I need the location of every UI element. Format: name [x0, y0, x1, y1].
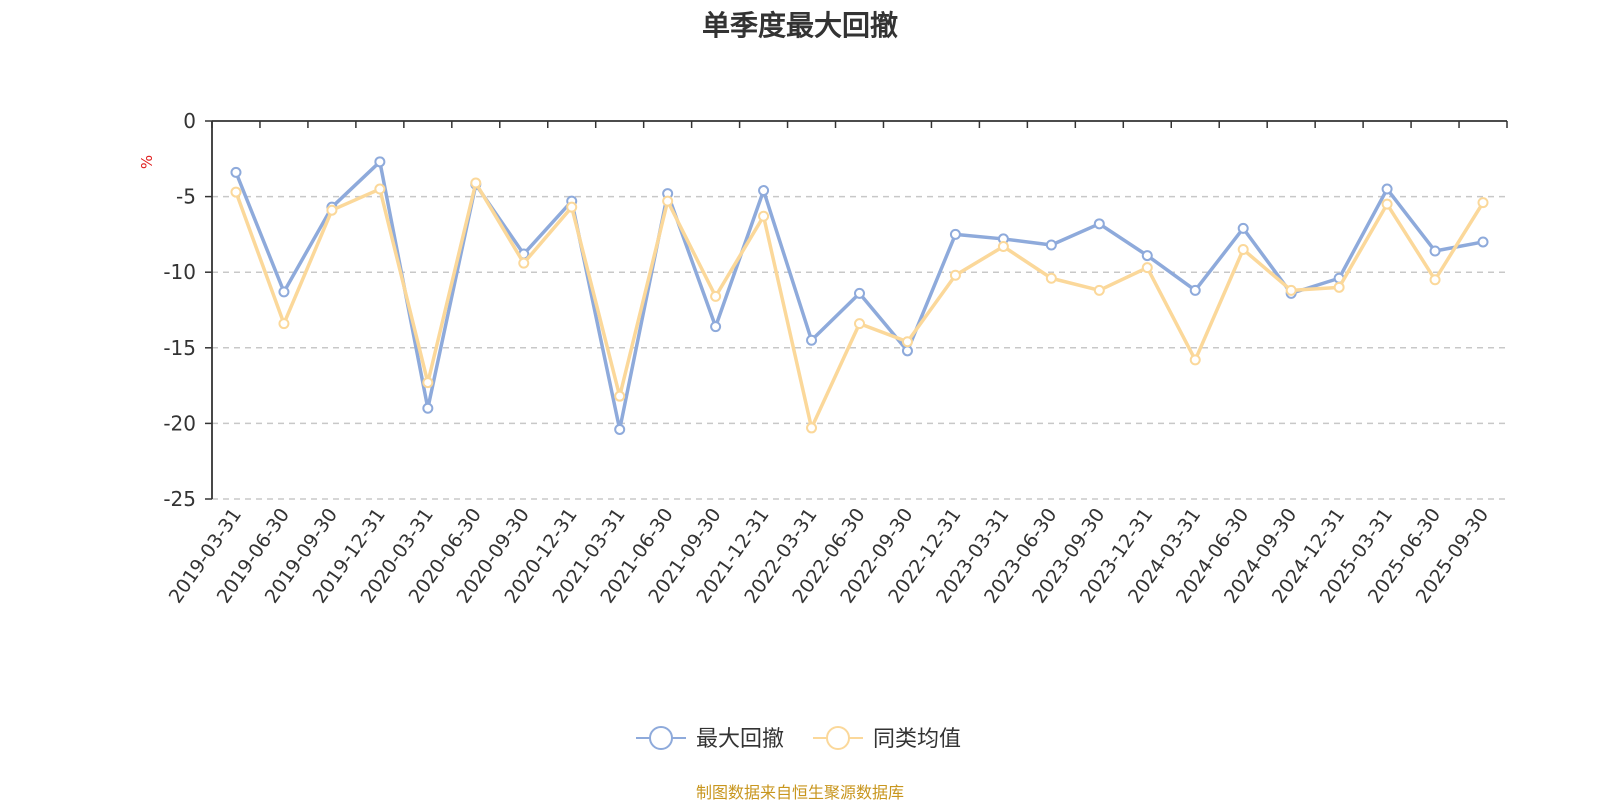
legend-item-1[interactable]: 同类均值	[813, 726, 961, 752]
legend: 最大回撤 同类均值	[636, 726, 961, 752]
data-point	[1189, 354, 1201, 366]
y-axis-unit-label: %	[138, 155, 156, 169]
data-point	[758, 210, 770, 222]
data-point	[1189, 284, 1201, 296]
data-point	[1477, 236, 1489, 248]
data-point	[422, 402, 434, 414]
data-point	[374, 183, 386, 195]
axes	[205, 120, 1508, 500]
source-note: 制图数据来自恒生聚源数据库	[695, 783, 904, 802]
data-point	[566, 201, 578, 213]
data-point	[1381, 183, 1393, 195]
data-point	[901, 336, 913, 348]
y-tick-labels: 0 -5 -10 -15 -20 -25	[163, 109, 196, 511]
y-tick-label: -5	[176, 185, 196, 209]
data-point	[806, 334, 818, 346]
y-tick-label: -20	[163, 411, 196, 435]
legend-label: 最大回撤	[696, 727, 784, 752]
data-point	[230, 166, 242, 178]
data-point	[710, 321, 722, 333]
data-point	[614, 390, 626, 402]
data-point	[1141, 262, 1153, 274]
grid-lines	[212, 195, 1507, 500]
data-point	[949, 228, 961, 240]
data-point	[901, 345, 913, 357]
legend-item-0[interactable]: 最大回撤	[636, 726, 784, 752]
series-lines	[230, 156, 1489, 435]
data-point	[470, 177, 482, 189]
legend-circle-icon	[826, 726, 850, 750]
data-point	[1285, 284, 1297, 296]
data-point	[1093, 284, 1105, 296]
data-point	[854, 318, 865, 330]
data-point	[758, 185, 770, 197]
data-point	[422, 377, 434, 389]
data-point	[806, 422, 818, 434]
data-point	[1093, 218, 1105, 230]
legend-label: 同类均值	[873, 727, 961, 752]
data-point	[278, 286, 290, 298]
legend-circle-icon	[649, 726, 673, 750]
chart-title: 单季度最大回撤	[701, 9, 898, 42]
data-point	[854, 287, 865, 299]
y-tick-label: -25	[163, 487, 196, 511]
data-point	[662, 195, 674, 207]
x-tick-labels: 2019-03-312019-06-302019-09-302019-12-31…	[165, 504, 1493, 607]
data-point	[1381, 198, 1393, 210]
data-point	[710, 290, 722, 302]
series-0	[230, 156, 1489, 435]
data-point	[1429, 274, 1441, 286]
data-point	[278, 318, 290, 330]
data-point	[1045, 272, 1057, 284]
data-point	[230, 186, 242, 198]
y-tick-label: -15	[163, 336, 196, 360]
data-point	[1429, 245, 1441, 257]
data-point	[1237, 222, 1249, 234]
data-point	[1333, 281, 1345, 293]
data-point	[614, 423, 626, 435]
y-tick-label: 0	[183, 109, 196, 133]
y-tick-label: -10	[163, 260, 196, 284]
data-point	[326, 204, 338, 216]
data-point	[1141, 250, 1153, 262]
data-point	[1045, 239, 1057, 251]
data-point	[997, 240, 1009, 252]
data-point	[1477, 197, 1489, 209]
data-point	[374, 156, 386, 168]
data-point	[518, 257, 530, 269]
series-1	[230, 177, 1489, 434]
data-point	[949, 269, 961, 281]
data-point	[1237, 244, 1249, 256]
